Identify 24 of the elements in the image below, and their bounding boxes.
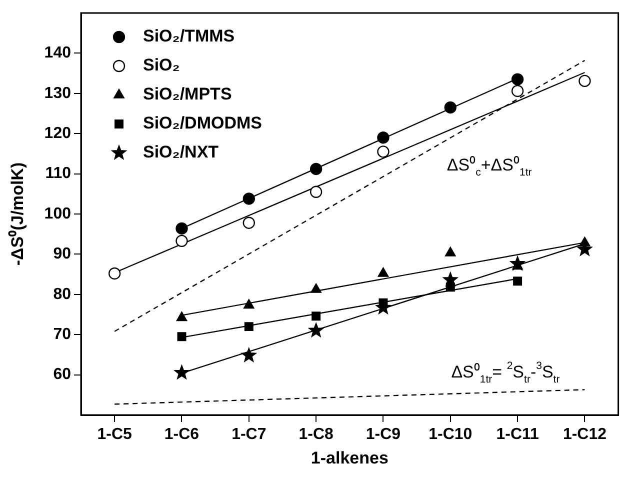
x-tick-label: 1-C7 — [232, 426, 266, 444]
legend-label: SiO₂/MPTS — [143, 84, 232, 104]
x-tick-label: 1-C8 — [298, 426, 334, 444]
y-tick-label: 100 — [44, 205, 72, 222]
y-tick-label: 120 — [44, 125, 72, 142]
x-axis-title: 1-alkenes — [310, 448, 388, 468]
x-tick-label: 1-C11 — [496, 426, 539, 444]
x-tick-label: 1-C6 — [164, 426, 200, 444]
legend-label: SiO₂/DMODMS — [143, 114, 262, 133]
y-tick-label: 90 — [53, 246, 72, 263]
legend-label: SiO₂/TMMS — [143, 26, 235, 46]
legend-label: SiO₂/NXT — [143, 142, 220, 162]
y-tick-label: 110 — [45, 165, 72, 182]
y-tick-label: 130 — [44, 84, 72, 102]
x-tick-label: 1-C10 — [428, 426, 472, 444]
x-tick-label: 1-C9 — [366, 426, 401, 444]
x-tick-label: 1-C12 — [562, 426, 607, 444]
y-tick-label: 70 — [53, 326, 72, 344]
y-tick-label: 80 — [53, 286, 72, 303]
y-axis-title: -ΔS⁰(J/molK) — [8, 162, 27, 266]
y-tick-label: 140 — [44, 44, 72, 62]
x-tick-label: 1-C5 — [97, 426, 132, 444]
legend-label: SiO₂ — [143, 56, 180, 75]
y-tick-label: 60 — [53, 366, 72, 384]
